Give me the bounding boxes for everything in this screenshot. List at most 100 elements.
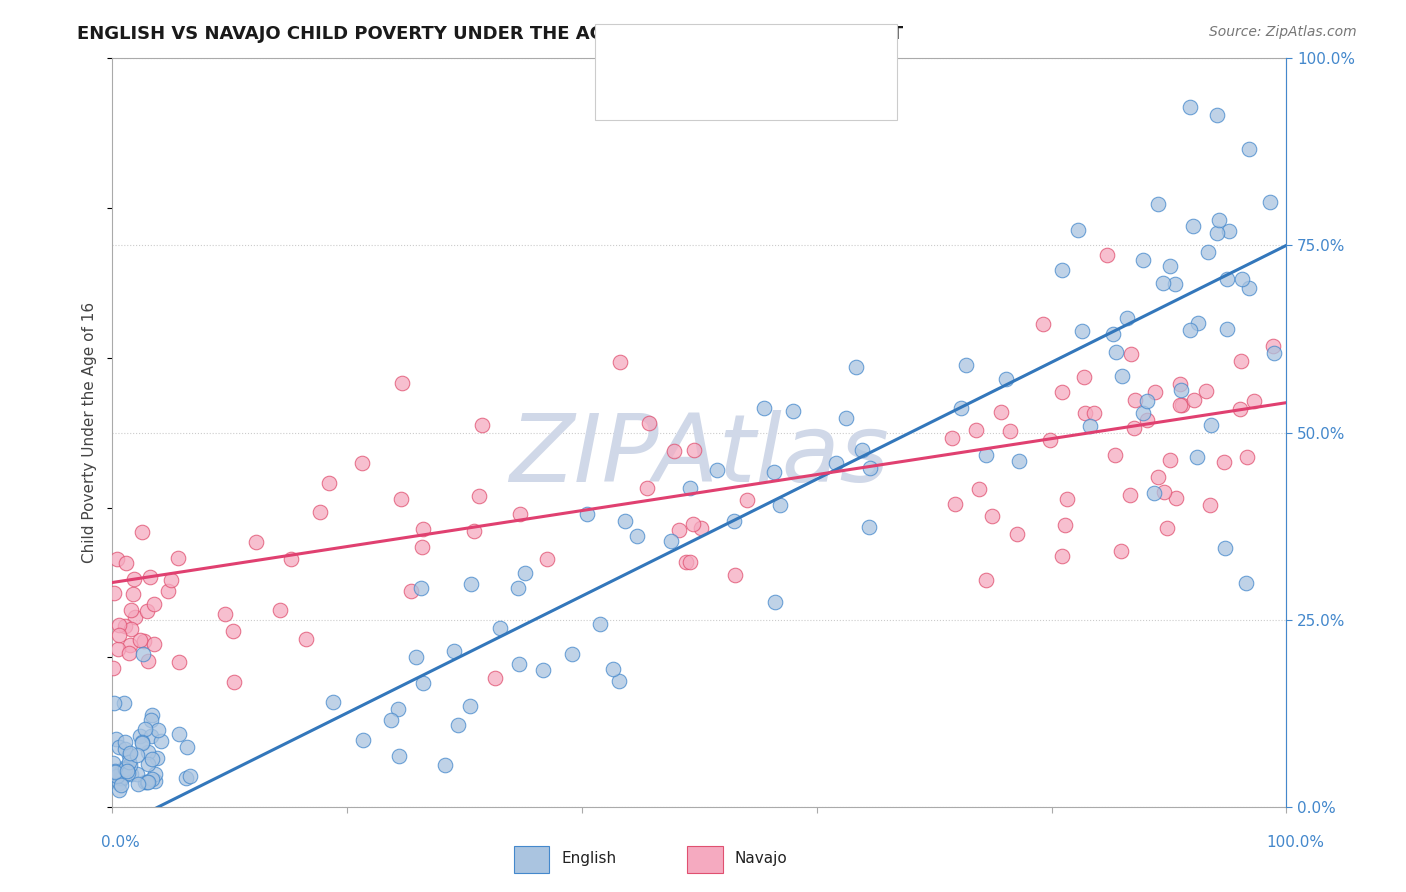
Point: [1213, 455, 1236, 469]
Point: [589, 617, 612, 632]
Point: [1078, 418, 1101, 433]
Point: [636, 481, 658, 495]
Point: [141, 713, 163, 727]
Point: [679, 554, 702, 568]
Point: [974, 573, 997, 587]
Point: [1054, 518, 1077, 533]
Point: [142, 597, 165, 611]
Point: [280, 552, 302, 566]
Point: [107, 783, 129, 797]
Point: [118, 748, 141, 763]
Point: [626, 529, 648, 543]
Point: [101, 661, 124, 675]
Point: [412, 676, 434, 690]
Point: [1132, 252, 1154, 267]
Point: [124, 610, 146, 624]
Point: [411, 540, 433, 554]
Point: [141, 752, 163, 766]
Point: [965, 423, 987, 437]
Point: [682, 516, 704, 531]
Point: [136, 756, 159, 771]
Point: [1206, 108, 1229, 122]
Point: [104, 764, 127, 779]
Point: [1050, 263, 1073, 277]
Point: [136, 654, 159, 668]
Point: [825, 456, 848, 470]
Point: [145, 774, 167, 789]
Point: [104, 732, 127, 747]
Text: R = 0.603: R = 0.603: [661, 44, 751, 62]
Point: [460, 698, 482, 713]
Point: [1198, 498, 1220, 512]
Point: [159, 573, 181, 587]
Point: [1218, 225, 1240, 239]
Point: [851, 442, 873, 457]
Text: English: English: [561, 852, 616, 866]
Point: [484, 671, 506, 685]
Point: [139, 729, 162, 743]
Point: [114, 619, 136, 633]
Point: [1104, 345, 1126, 359]
Point: [107, 642, 129, 657]
Point: [576, 507, 599, 521]
Point: [167, 656, 190, 670]
Point: [405, 650, 427, 665]
Point: [723, 514, 745, 528]
Point: [990, 405, 1012, 419]
Point: [683, 442, 706, 457]
Text: ZIPAtlas: ZIPAtlas: [509, 409, 890, 500]
Point: [668, 524, 690, 538]
Point: [1199, 417, 1222, 432]
Point: [858, 520, 880, 534]
Point: [782, 403, 804, 417]
Point: [245, 535, 267, 549]
Point: [1073, 370, 1095, 384]
Point: [1050, 549, 1073, 563]
Point: [103, 586, 125, 600]
Point: [508, 657, 530, 672]
Point: [174, 772, 197, 786]
Point: [1170, 383, 1192, 397]
Point: [117, 764, 139, 778]
Point: [675, 555, 697, 569]
Point: [131, 648, 153, 662]
Point: [387, 701, 409, 715]
Point: [135, 604, 157, 618]
Point: [125, 747, 148, 762]
Point: [1182, 392, 1205, 407]
Point: [690, 521, 713, 535]
Point: [1104, 448, 1126, 462]
Point: [752, 401, 775, 415]
Point: [122, 587, 145, 601]
Point: [1008, 454, 1031, 468]
Point: [224, 675, 246, 690]
Point: [118, 638, 141, 652]
Point: [1206, 226, 1229, 240]
Point: [352, 733, 374, 747]
Point: [607, 674, 630, 689]
Point: [1237, 281, 1260, 295]
Point: [509, 507, 531, 521]
Point: [118, 746, 141, 760]
Point: [179, 769, 201, 783]
Point: [118, 646, 141, 660]
Point: [508, 581, 530, 595]
Point: [1236, 450, 1258, 464]
Text: 100.0%: 100.0%: [1267, 836, 1324, 850]
Point: [125, 767, 148, 781]
Point: [443, 644, 465, 658]
Point: [488, 621, 510, 635]
Point: [142, 637, 165, 651]
Point: [1143, 485, 1166, 500]
Point: [1164, 277, 1187, 291]
Point: [412, 522, 434, 536]
Point: [107, 628, 129, 642]
Point: [835, 410, 858, 425]
Point: [1243, 393, 1265, 408]
Point: [1123, 392, 1146, 407]
Point: [1168, 398, 1191, 412]
Point: [103, 696, 125, 710]
Point: [1213, 541, 1236, 556]
Point: [1216, 271, 1239, 285]
Point: [536, 552, 558, 566]
